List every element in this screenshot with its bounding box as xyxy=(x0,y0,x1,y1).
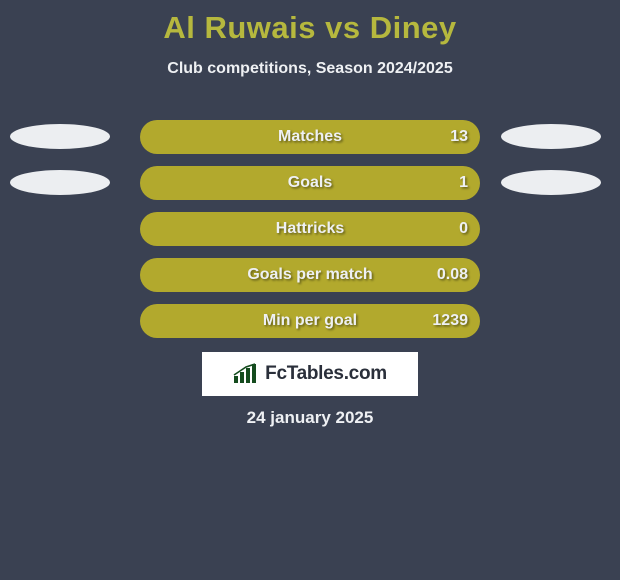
stat-label: Matches xyxy=(278,128,342,146)
stat-bar: Hattricks 0 xyxy=(140,212,480,246)
page-title: Al Ruwais vs Diney xyxy=(0,0,620,46)
stat-value-right: 0.08 xyxy=(437,266,468,284)
stat-bar: Goals 1 xyxy=(140,166,480,200)
stat-row: Min per goal 1239 xyxy=(0,304,620,350)
page-subtitle: Club competitions, Season 2024/2025 xyxy=(0,60,620,78)
stat-label: Goals per match xyxy=(247,266,372,284)
stat-value-right: 13 xyxy=(450,128,468,146)
date-line: 24 january 2025 xyxy=(0,408,620,428)
stat-rows: Matches 13 Goals 1 Hattricks 0 Goals per match… xyxy=(0,120,620,350)
stat-value-right: 1239 xyxy=(432,312,468,330)
stat-row: Matches 13 xyxy=(0,120,620,166)
player-left-marker xyxy=(10,170,110,195)
stat-row: Goals 1 xyxy=(0,166,620,212)
brand-chart-icon xyxy=(233,363,259,385)
stat-value-right: 0 xyxy=(459,220,468,238)
player-right-marker xyxy=(501,170,601,195)
brand-text: FcTables.com xyxy=(265,363,387,385)
comparison-card: Al Ruwais vs Diney Club competitions, Se… xyxy=(0,0,620,580)
brand-badge[interactable]: FcTables.com xyxy=(202,352,418,396)
stat-bar: Min per goal 1239 xyxy=(140,304,480,338)
stat-row: Hattricks 0 xyxy=(0,212,620,258)
stat-bar: Goals per match 0.08 xyxy=(140,258,480,292)
stat-label: Goals xyxy=(288,174,332,192)
stat-label: Min per goal xyxy=(263,312,357,330)
stat-row: Goals per match 0.08 xyxy=(0,258,620,304)
player-right-marker xyxy=(501,124,601,149)
stat-label: Hattricks xyxy=(276,220,344,238)
stat-value-right: 1 xyxy=(459,174,468,192)
stat-bar: Matches 13 xyxy=(140,120,480,154)
player-left-marker xyxy=(10,124,110,149)
